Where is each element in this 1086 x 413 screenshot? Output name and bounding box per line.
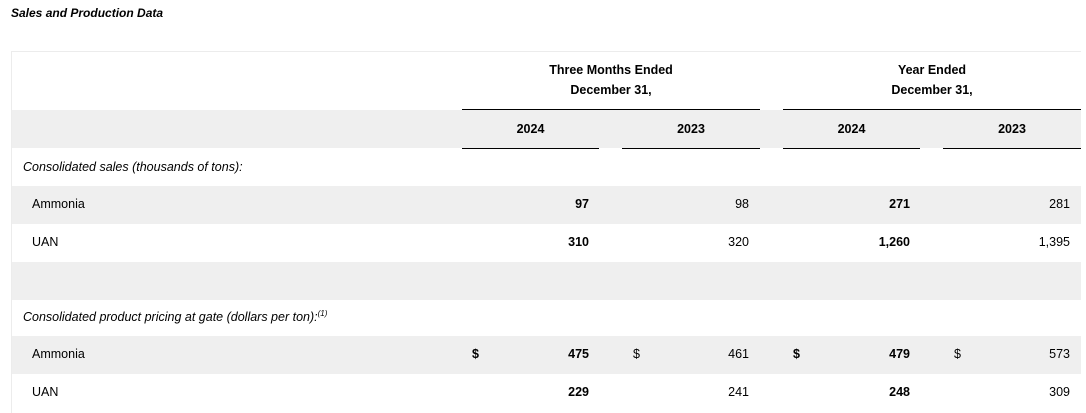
value-cell: 475 <box>568 347 589 361</box>
value-cell: 320 <box>728 235 749 249</box>
section-title: Consolidated product pricing at gate (do… <box>23 309 328 324</box>
header-rule <box>783 109 1081 110</box>
currency-symbol: $ <box>472 347 479 361</box>
year-rule <box>622 148 760 149</box>
row-label: UAN <box>32 385 59 399</box>
year-header: 2024 <box>837 122 866 136</box>
group-header-three-months: Three Months Ended <box>549 63 673 77</box>
row-label: Ammonia <box>32 347 85 361</box>
year-rule <box>462 148 599 149</box>
value-cell: 310 <box>568 235 589 249</box>
group-header-year-date: December 31, <box>891 83 973 97</box>
value-cell: 281 <box>1049 197 1070 211</box>
value-cell: 1,260 <box>878 235 910 249</box>
value-cell: 479 <box>889 347 910 361</box>
year-header: 2023 <box>677 122 705 136</box>
value-cell: 97 <box>575 197 589 211</box>
group-header-year: Year Ended <box>897 63 967 77</box>
value-cell: 229 <box>568 385 589 399</box>
year-rule <box>943 148 1081 149</box>
table-caption: Sales and Production Data <box>11 6 164 20</box>
currency-symbol: $ <box>954 347 961 361</box>
value-cell: 309 <box>1049 385 1070 399</box>
currency-symbol: $ <box>793 347 800 361</box>
row-label: UAN <box>32 235 59 249</box>
year-header-band <box>12 110 1081 148</box>
value-cell: 98 <box>735 197 749 211</box>
row-band <box>12 186 1081 224</box>
year-rule <box>783 148 920 149</box>
sales-production-table: Three Months Ended December 31, Year End… <box>11 51 1081 413</box>
row-band <box>12 336 1081 374</box>
value-cell: 248 <box>889 385 910 399</box>
section-title: Consolidated sales (thousands of tons): <box>23 160 243 174</box>
spacer-band <box>12 262 1081 300</box>
value-cell: 241 <box>728 385 749 399</box>
row-label: Ammonia <box>32 197 85 211</box>
currency-symbol: $ <box>633 347 640 361</box>
header-rule <box>462 109 760 110</box>
year-header: 2024 <box>516 122 545 136</box>
value-cell: 573 <box>1049 347 1070 361</box>
value-cell: 461 <box>728 347 749 361</box>
year-header: 2023 <box>998 122 1026 136</box>
value-cell: 1,395 <box>1038 235 1070 249</box>
value-cell: 271 <box>889 197 910 211</box>
group-header-three-months-date: December 31, <box>570 83 652 97</box>
